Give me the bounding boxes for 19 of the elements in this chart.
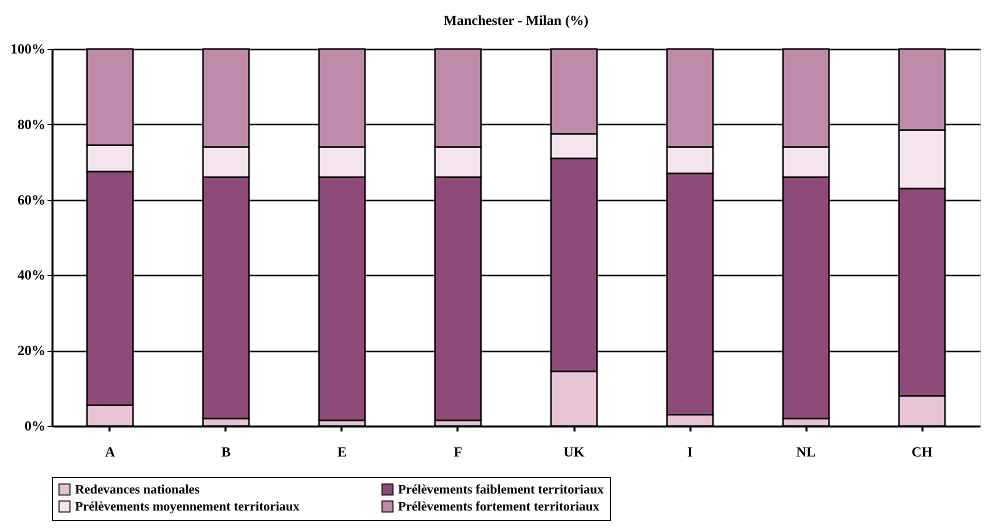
x-tick-label: NL: [796, 446, 816, 460]
y-tick-label: 60%: [18, 193, 46, 208]
x-tick-label: E: [337, 446, 347, 460]
y-tick-label: 40%: [18, 268, 46, 284]
legend-label: Redevances nationales: [75, 482, 200, 497]
y-tick-label: 0%: [24, 420, 46, 434]
x-tick-label: A: [104, 446, 116, 460]
x-tick-label: I: [687, 446, 693, 460]
y-tick-label: 20%: [18, 344, 46, 360]
legend-label: Prélèvements moyennement territoriaux: [75, 498, 300, 514]
y-tick-label: 100%: [10, 42, 46, 58]
x-tick-label: CH: [912, 446, 933, 460]
x-tick-label: B: [221, 446, 231, 460]
x-tick-label: F: [454, 446, 462, 460]
legend-label: Prélèvements faiblement territoriaux: [398, 482, 604, 497]
chart-title: Manchester - Milan (%): [444, 14, 589, 29]
y-tick-label: 80%: [18, 118, 46, 133]
legend-label: Prélèvements fortement territoriaux: [398, 498, 600, 514]
x-tick-label: UK: [564, 446, 585, 460]
